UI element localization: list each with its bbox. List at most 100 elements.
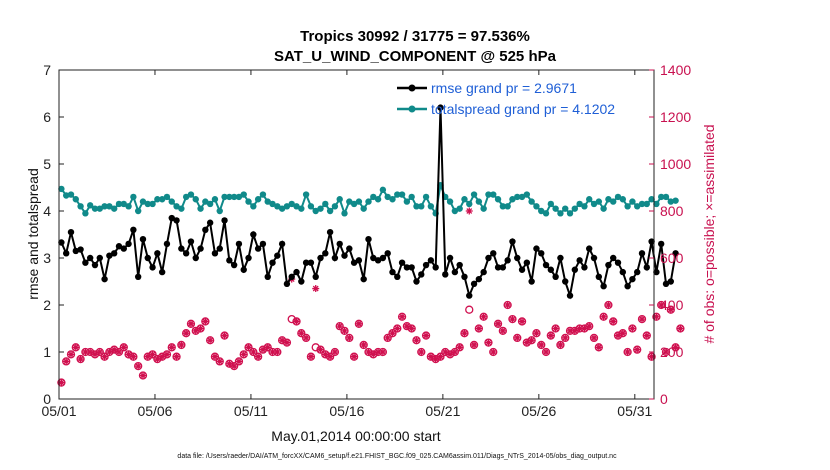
obs-assimilated-point — [62, 357, 70, 365]
rmse-point — [211, 250, 219, 257]
y-right-tick-label: 1200 — [660, 109, 691, 125]
y-left-tick-label: 5 — [43, 156, 51, 172]
totalspread-point — [240, 191, 247, 198]
obs-assimilated-point — [72, 343, 80, 351]
rmse-point — [331, 254, 339, 262]
rmse-point — [451, 268, 459, 276]
obs-assimilated-point — [523, 339, 531, 347]
obs-assimilated-point — [168, 343, 176, 351]
totalspread-point — [326, 207, 334, 215]
rmse-point — [562, 278, 569, 285]
rmse-point — [600, 283, 607, 290]
totalspread-point — [250, 203, 257, 210]
rmse-point — [298, 278, 305, 285]
legend-rmse-label: rmse grand pr = 2.9671 — [431, 80, 577, 96]
x-tick-label: 05/01 — [41, 403, 76, 419]
obs-assimilated-point — [225, 360, 233, 368]
obs-assimilated-point — [297, 329, 305, 337]
totalspread-point — [552, 205, 559, 212]
obs-assimilated-point — [412, 336, 420, 344]
rmse-point — [523, 259, 531, 266]
y-right-tick-label: 600 — [660, 250, 684, 266]
obs-assimilated-point — [67, 350, 75, 358]
totalspread-point — [168, 198, 175, 205]
chart-title: Tropics 30992 / 31775 = 97.536% — [300, 28, 530, 45]
obs-assimilated-point — [336, 322, 344, 330]
totalspread-point — [206, 200, 214, 208]
totalspread-point — [461, 196, 468, 203]
y-right-tick-label: 400 — [660, 297, 684, 313]
totalspread-point — [120, 200, 127, 208]
totalspread-point — [542, 210, 550, 217]
obs-assimilated-point — [115, 348, 123, 356]
totalspread-point — [211, 196, 219, 203]
totalspread-point — [312, 207, 319, 215]
obs-assimilated-point — [312, 285, 320, 293]
obs-assimilated-point — [245, 343, 253, 351]
totalspread-point — [370, 193, 377, 201]
totalspread-point — [614, 193, 622, 201]
rmse-point — [466, 292, 473, 299]
totalspread-point — [216, 207, 223, 215]
y-right-label: # of obs: o=possible; ×=assimilated — [701, 124, 717, 343]
legend-rmse-marker — [408, 84, 416, 92]
obs-assimilated-point — [508, 315, 516, 323]
rmse-point — [259, 240, 267, 248]
obs-assimilated-point — [580, 325, 588, 332]
rmse-point — [125, 240, 132, 248]
rmse-point — [638, 250, 646, 257]
rmse-point — [398, 259, 406, 266]
x-tick-label: 05/06 — [137, 403, 172, 419]
totalspread-point — [490, 191, 497, 198]
obs-assimilated-point — [206, 336, 214, 344]
totalspread-point — [187, 191, 195, 198]
rmse-point — [610, 254, 617, 262]
totalspread-point — [67, 191, 75, 198]
totalspread-point — [62, 192, 70, 199]
obs-assimilated-point — [254, 353, 262, 361]
rmse-point — [187, 238, 195, 245]
obs-assimilated-point — [129, 353, 137, 361]
obs-assimilated-point — [264, 343, 272, 351]
y-right-tick-label: 0 — [660, 391, 668, 407]
y-left-tick-label: 1 — [43, 344, 51, 360]
rmse-point — [307, 259, 315, 266]
rmse-point — [336, 240, 343, 248]
obs-assimilated-point — [269, 348, 277, 356]
rmse-point — [413, 278, 420, 285]
obs-assimilated-point — [398, 313, 406, 321]
totalspread-point — [269, 200, 276, 208]
rmse-point — [158, 268, 166, 276]
obs-assimilated-point — [173, 353, 181, 361]
obs-assimilated-point — [528, 336, 536, 344]
rmse-point — [192, 254, 199, 262]
obs-assimilated-point — [216, 357, 224, 365]
obs-assimilated-point — [547, 332, 555, 340]
totalspread-point — [307, 203, 315, 210]
rmse-point — [648, 238, 655, 245]
rmse-point — [432, 264, 439, 271]
obs-possible-point — [311, 343, 320, 352]
obs-assimilated-point — [360, 341, 368, 349]
totalspread-point — [139, 198, 147, 205]
obs-assimilated-point — [197, 325, 205, 332]
totalspread-point — [235, 193, 243, 201]
obs-possible-point — [287, 314, 296, 324]
obs-assimilated-point — [422, 332, 430, 340]
totalspread-point — [115, 200, 123, 208]
obs-assimilated-point — [628, 325, 636, 332]
obs-assimilated-point — [105, 348, 113, 356]
obs-assimilated-point — [480, 313, 488, 321]
rmse-point — [302, 259, 310, 266]
x-axis-label: May.01,2014 00:00:00 start — [271, 428, 441, 444]
rmse-point — [72, 247, 79, 255]
totalspread-point — [571, 205, 579, 212]
x-tick-label: 05/26 — [521, 403, 556, 419]
totalspread-point — [533, 203, 540, 210]
rmse-point — [509, 238, 516, 245]
obs-assimilated-point — [96, 348, 104, 356]
obs-assimilated-point — [345, 334, 353, 342]
obs-assimilated-point — [211, 353, 219, 361]
obs-assimilated-point — [293, 317, 301, 325]
obs-assimilated-point — [662, 348, 670, 356]
